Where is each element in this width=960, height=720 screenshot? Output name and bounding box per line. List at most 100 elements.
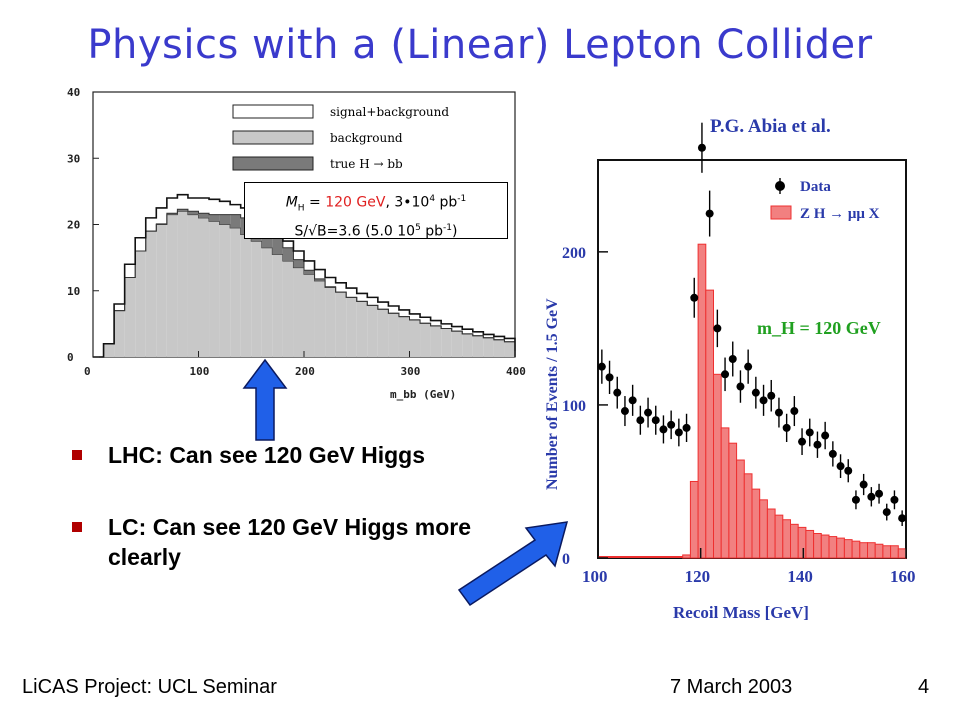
lhc-y-tick-label: 40	[67, 86, 80, 99]
lc-data-point	[667, 420, 676, 429]
lhc-background-bar	[135, 251, 146, 357]
lc-signal-bar	[736, 459, 745, 559]
lhc-info-box: MH = 120 GeV, 3•104 pb-1 S/√B=3.6 (5.0 1…	[244, 182, 508, 242]
info-line-significance: S/√B=3.6 (5.0 105 pb-1)	[245, 218, 507, 242]
lhc-background-bar	[472, 335, 484, 357]
lc-signal-bar	[689, 480, 699, 559]
lc-data-point	[836, 462, 845, 471]
bullet-list: LHC: Can see 120 GeV Higgs LC: Can see 1…	[72, 440, 472, 614]
lhc-x-axis-label: m_bb (GeV)	[390, 388, 456, 401]
lhc-background-bar	[198, 217, 210, 357]
footer-project: LiCAS Project: UCL Seminar	[22, 676, 277, 698]
lc-data-point	[828, 449, 837, 458]
lc-y-tick-label: 100	[562, 398, 586, 415]
lc-data-point	[798, 437, 807, 446]
lhc-background-bar	[293, 267, 304, 357]
lhc-background-bar	[209, 221, 220, 357]
lc-data-point	[674, 428, 683, 437]
lhc-background-bar	[282, 260, 294, 357]
lc-signal-bar	[774, 514, 784, 559]
lc-data-points	[597, 122, 907, 527]
lhc-higgs-bar	[198, 213, 210, 218]
lc-signal-bar	[790, 523, 799, 559]
lc-data-point	[898, 514, 907, 523]
lhc-y-tick-label: 0	[67, 351, 74, 364]
lhc-background-bar	[504, 341, 515, 357]
lc-data-point	[659, 425, 668, 434]
lhc-background-bar	[240, 234, 252, 357]
lc-data-point	[867, 492, 876, 501]
lhc-axis-ticks: 0 100 200 300 400 0 10 20 30 40	[67, 86, 526, 378]
lhc-background-bar	[493, 339, 505, 357]
lhc-background-bar	[272, 254, 283, 357]
lhc-background-bar	[377, 309, 389, 357]
lhc-y-tick-label: 20	[67, 219, 80, 232]
lc-legend: Data Z H → μμ X	[770, 178, 880, 222]
lc-data-point	[705, 209, 714, 218]
lhc-legend: signal+background background true H → bb	[232, 104, 449, 171]
lhc-legend-swatch	[232, 156, 314, 171]
sb-exponent: 5	[415, 223, 421, 234]
slide-title: Physics with a (Linear) Lepton Collider	[87, 22, 873, 68]
lc-data-point	[605, 373, 614, 382]
lc-signal-bar	[697, 243, 707, 559]
lc-signal-bar	[867, 542, 876, 559]
lc-recoil-mass-chart: P.G. Abia et al. 100 120 140 160 0 100 200 Dat…	[535, 90, 935, 635]
lhc-background-bar	[156, 224, 167, 357]
lhc-signal-background-series	[93, 193, 516, 358]
lhc-legend-label: background	[330, 131, 403, 145]
lc-legend-data-label: Data	[800, 179, 831, 195]
lhc-higgs-bar	[187, 211, 199, 215]
lhc-background-bar	[166, 214, 178, 357]
sb-unit: pb	[420, 224, 444, 241]
lhc-y-tick-label: 30	[67, 152, 80, 165]
lhc-background-bar	[177, 211, 188, 357]
lc-data-point	[620, 407, 629, 416]
lc-data-point	[713, 324, 722, 333]
lhc-higgs-bar	[177, 209, 188, 212]
lc-legend-signal-label: Z H → μμ X	[800, 206, 880, 222]
lc-data-point	[613, 388, 622, 397]
lc-signal-bar	[874, 543, 884, 559]
lhc-legend-label: true H → bb	[330, 157, 403, 171]
lc-data-point	[744, 362, 753, 371]
bullet-text: LHC: Can see 120 GeV Higgs	[108, 442, 425, 468]
lc-signal-bar	[751, 488, 761, 559]
lc-data-point	[644, 408, 653, 417]
lhc-background-bar	[187, 214, 199, 357]
lhc-background-bar	[409, 319, 421, 357]
lc-x-tick-label: 140	[787, 567, 813, 586]
lhc-background-bar	[124, 277, 136, 357]
lc-data-point	[759, 396, 768, 405]
lc-data-point	[721, 370, 730, 379]
lc-signal-bar	[682, 554, 691, 559]
lc-y-tick-label: 0	[562, 551, 570, 568]
lhc-higgs-bar	[230, 214, 241, 228]
lhc-higgs-bar	[272, 235, 283, 255]
lc-data-point	[690, 293, 699, 302]
lhc-background-bar	[219, 224, 231, 357]
lc-attribution: P.G. Abia et al.	[710, 116, 831, 137]
page-number: 4	[918, 676, 930, 698]
lc-data-point	[597, 362, 606, 371]
lc-x-tick-label: 120	[685, 567, 711, 586]
lhc-background-bar	[356, 301, 368, 357]
lc-signal-bar	[851, 540, 861, 559]
lhc-background-bar	[462, 333, 473, 357]
lhc-legend-swatch	[232, 104, 314, 119]
footer-date: 7 March 2003	[670, 676, 793, 698]
lhc-background-bar	[335, 292, 347, 357]
lc-x-tick-label: 160	[890, 567, 916, 586]
lhc-background-bar	[103, 343, 115, 357]
lhc-background-bar	[420, 323, 431, 357]
lc-signal-bar	[828, 536, 838, 559]
lhc-background-bar	[304, 274, 315, 357]
equals: =	[304, 194, 326, 211]
lhc-higgs-bar	[209, 214, 220, 222]
lc-x-tick-label: 100	[582, 567, 608, 586]
lc-axis-ticks: 100 120 140 160 0 100 200	[562, 245, 916, 586]
lc-signal-bar	[759, 499, 768, 559]
lc-signal-bar	[728, 442, 738, 559]
bullet-text: LC: Can see 120 GeV Higgs more clearly	[108, 514, 472, 570]
lumi-exponent: 4	[429, 194, 436, 204]
